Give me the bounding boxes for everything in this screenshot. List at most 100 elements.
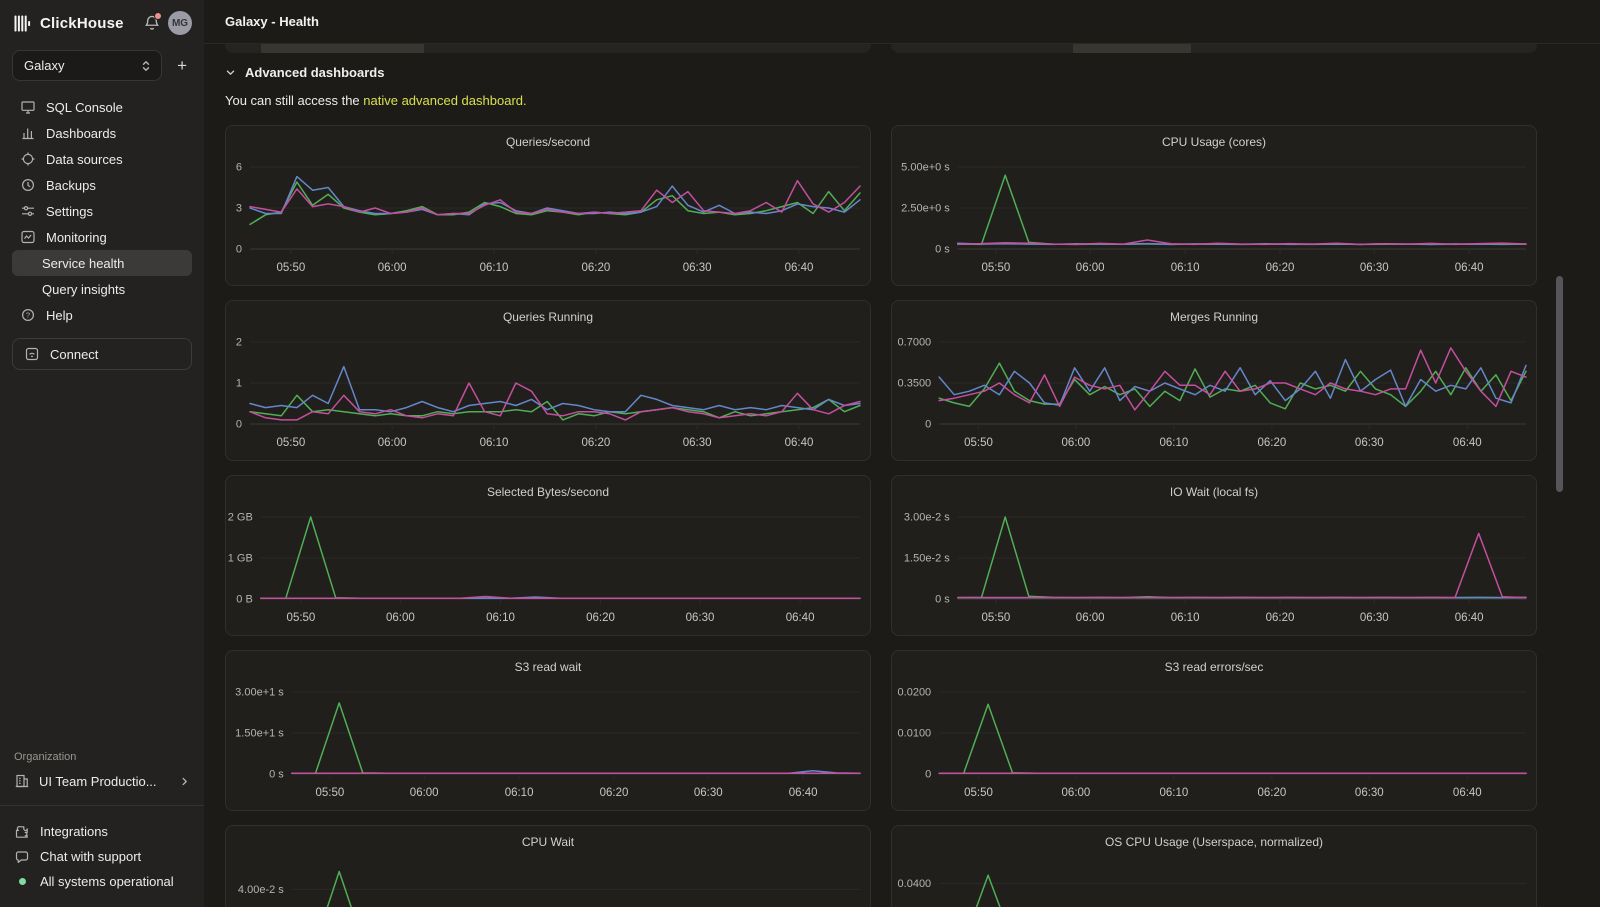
sidebar-item-dashboards[interactable]: Dashboards (12, 120, 192, 146)
chart-plot[interactable]: 0 s 1.50e+1 s 3.00e+1 s 05:50 06:00 06:10 06:2… (226, 680, 870, 810)
sidebar-item-backups[interactable]: Backups (12, 172, 192, 198)
svg-text:2.50e+0 s: 2.50e+0 s (901, 203, 950, 215)
page-header: Galaxy - Health (204, 0, 1600, 44)
sidebar-item-label: Help (46, 307, 73, 323)
section-title: Advanced dashboards (245, 65, 385, 80)
chart-title: IO Wait (local fs) (1169, 485, 1259, 499)
integrations-link[interactable]: Integrations (14, 819, 190, 844)
organization-icon (14, 773, 30, 789)
svg-text:0: 0 (236, 244, 242, 256)
chart-plot[interactable]: 0 0.0100 0.0200 05:50 06:00 06:10 06:20 06:30 06… (892, 680, 1536, 810)
chart-title: OS CPU Usage (Userspace, normalized) (1104, 835, 1324, 849)
svg-text:06:10: 06:10 (480, 262, 509, 274)
chart-plot[interactable]: 0 s 2.50e+0 s 5.00e+0 s 05:50 06:00 06:10 06:2… (892, 155, 1536, 285)
chart-card[interactable]: OS CPU Usage (Userspace, normalized) 00.0… (891, 825, 1537, 907)
native-dashboard-link[interactable]: native advanced dashboard. (363, 93, 527, 108)
sidebar-item-service-health[interactable]: Service health (12, 250, 192, 276)
svg-text:?: ? (26, 311, 30, 320)
svg-text:0: 0 (925, 419, 931, 431)
chat-icon (14, 849, 30, 865)
svg-text:06:30: 06:30 (694, 787, 723, 799)
sidebar-item-label: Backups (46, 177, 96, 193)
svg-text:06:20: 06:20 (1266, 262, 1295, 274)
svg-text:06:40: 06:40 (1453, 787, 1482, 799)
notice-text: You can still access the (225, 93, 364, 108)
connect-button[interactable]: Connect (12, 338, 192, 370)
chart-card[interactable]: Selected Bytes/second 0 B 1 GB 2 GB 05:50 06:… (225, 475, 871, 636)
sidebar-item-help[interactable]: ? Help (12, 302, 192, 328)
chart-plot[interactable]: 0 0.3500 0.7000 05:50 06:00 06:10 06:20 06:30 06… (892, 330, 1536, 460)
chart-card[interactable]: S3 read errors/sec 0 0.0100 0.0200 05:50 06:0… (891, 650, 1537, 811)
svg-text:05:50: 05:50 (981, 612, 1010, 624)
chart-plot[interactable]: 0 B 1 GB 2 GB 05:50 06:00 06:10 06:20 06:30 06:4… (226, 505, 870, 635)
sidebar-item-monitoring[interactable]: Monitoring (12, 224, 192, 250)
card-bottom-strip (891, 44, 1537, 53)
svg-text:06:30: 06:30 (1360, 262, 1389, 274)
svg-text:3.00e-2 s: 3.00e-2 s (904, 512, 950, 524)
dashboard-notice: You can still access the native advanced… (225, 93, 1537, 108)
avatar[interactable]: MG (168, 11, 192, 35)
card-bottom-strip (225, 44, 871, 53)
chart-plot[interactable]: 0 1 2 05:50 06:00 06:10 06:20 06:30 06:40 (226, 330, 870, 460)
svg-text:05:50: 05:50 (981, 262, 1010, 274)
scrollbar-thumb[interactable] (1556, 276, 1563, 492)
sidebar-item-label: Dashboards (46, 125, 117, 141)
sidebar-item-label: Service health (42, 255, 125, 271)
advanced-dashboards-toggle[interactable]: Advanced dashboards (225, 65, 384, 80)
chart-card[interactable]: CPU Usage (cores) 0 s 2.50e+0 s 5.00e+0 s 05… (891, 125, 1537, 286)
notifications-bell-icon[interactable] (143, 12, 162, 32)
sidebar-item-data-sources[interactable]: Data sources (12, 146, 192, 172)
chart-card[interactable]: Queries Running 0 1 2 05:50 06:00 06:10 06:20 06… (225, 300, 871, 461)
chat-with-support-link[interactable]: Chat with support (14, 844, 190, 869)
chart-card[interactable]: S3 read wait 0 s 1.50e+1 s 3.00e+1 s 05:50 06… (225, 650, 871, 811)
footer-item-label: Chat with support (40, 849, 142, 864)
svg-text:0 s: 0 s (269, 769, 284, 781)
svg-text:06:30: 06:30 (683, 262, 712, 274)
chart-title: CPU Wait (521, 835, 575, 849)
connect-label: Connect (50, 346, 99, 362)
svg-text:06:20: 06:20 (581, 437, 610, 449)
sidebar-item-query-insights[interactable]: Query insights (12, 276, 192, 302)
svg-text:2 GB: 2 GB (228, 512, 253, 524)
system-status[interactable]: All systems operational (14, 869, 190, 894)
chart-card[interactable]: Queries/second 0 3 6 05:50 06:00 06:10 06:20 06:… (225, 125, 871, 286)
svg-text:5.00e+0 s: 5.00e+0 s (901, 162, 950, 174)
chevron-up-down-icon (140, 59, 152, 73)
sidebar-item-sql-console[interactable]: SQL Console (12, 94, 192, 120)
svg-text:3.00e+1 s: 3.00e+1 s (235, 687, 284, 699)
monitoring-icon (20, 229, 36, 245)
svg-text:06:20: 06:20 (600, 787, 629, 799)
svg-text:06:40: 06:40 (1455, 612, 1484, 624)
svg-text:0 s: 0 s (935, 244, 950, 256)
help-icon: ? (20, 307, 36, 323)
status-label: All systems operational (40, 874, 174, 889)
svg-text:06:00: 06:00 (386, 612, 415, 624)
add-service-button[interactable]: + (177, 56, 187, 75)
main-area: Galaxy - Health Advanced dashboards You … (204, 0, 1600, 907)
strip-highlight (1073, 44, 1191, 53)
page-title: Galaxy - Health (225, 14, 319, 29)
chart-card[interactable]: CPU Wait 0 s4.00e-2 s05:5006:0006:1006:20… (225, 825, 871, 907)
svg-text:05:50: 05:50 (964, 787, 993, 799)
organization-switcher[interactable]: UI Team Productio... (0, 773, 204, 805)
sql-console-icon (20, 99, 36, 115)
svg-text:05:50: 05:50 (315, 787, 344, 799)
sidebar-item-settings[interactable]: Settings (12, 198, 192, 224)
svg-text:06:00: 06:00 (410, 787, 439, 799)
chart-plot[interactable]: 0 s4.00e-2 s05:5006:0006:1006:2006:3006:… (226, 855, 870, 907)
svg-text:06:40: 06:40 (789, 787, 818, 799)
chart-plot[interactable]: 0 3 6 05:50 06:00 06:10 06:20 06:30 06:40 (226, 155, 870, 285)
svg-text:06:40: 06:40 (1455, 262, 1484, 274)
chart-card[interactable]: Merges Running 0 0.3500 0.7000 05:50 06:00 06:… (891, 300, 1537, 461)
chart-plot[interactable]: 0 s 1.50e-2 s 3.00e-2 s 05:50 06:00 06:10 06:2… (892, 505, 1536, 635)
svg-text:0: 0 (925, 769, 931, 781)
svg-text:06:10: 06:10 (505, 787, 534, 799)
chart-title: S3 read wait (514, 660, 582, 674)
svg-text:06:10: 06:10 (1160, 787, 1189, 799)
svg-text:05:50: 05:50 (276, 437, 305, 449)
service-selector[interactable]: Galaxy (12, 50, 163, 81)
svg-text:06:30: 06:30 (1355, 437, 1384, 449)
organization-heading: Organization (14, 751, 77, 763)
